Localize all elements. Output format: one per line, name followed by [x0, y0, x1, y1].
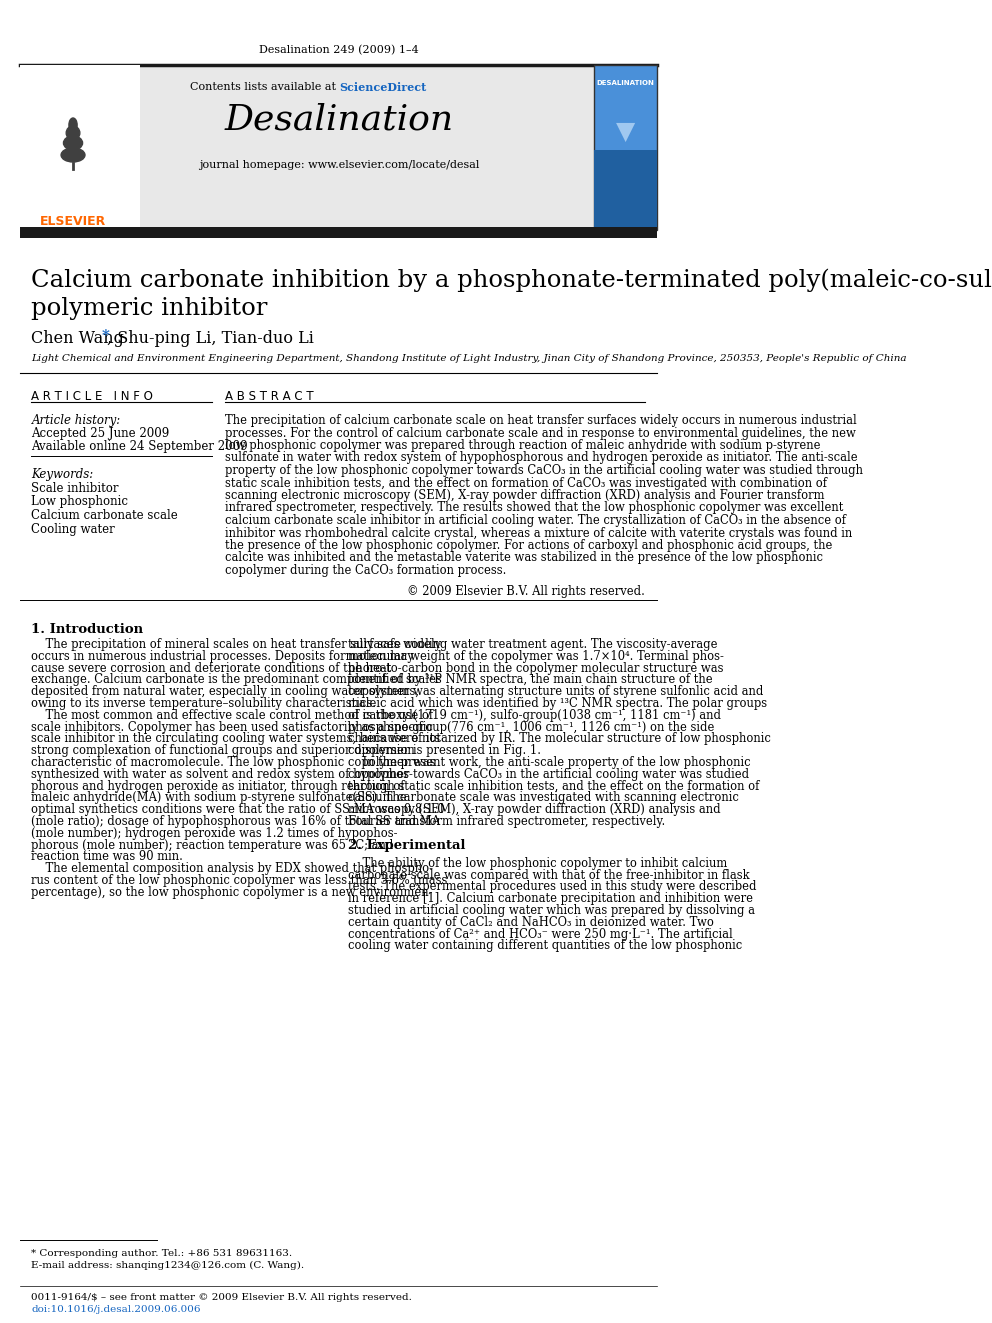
Text: , Shu-ping Li, Tian-duo Li: , Shu-ping Li, Tian-duo Li: [107, 329, 314, 347]
Text: Contents lists available at: Contents lists available at: [189, 82, 339, 93]
Text: The elemental composition analysis by EDX showed that phospho-: The elemental composition analysis by ED…: [32, 863, 434, 876]
Text: cause severe corrosion and deteriorate conditions of the heat: cause severe corrosion and deteriorate c…: [32, 662, 392, 675]
Text: Article history:: Article history:: [32, 414, 121, 427]
Text: cooling water containing different quantities of the low phosphonic: cooling water containing different quant…: [348, 939, 742, 953]
Text: of carboxyl(1719 cm⁻¹), sulfo-group(1038 cm⁻¹, 1181 cm⁻¹) and: of carboxyl(1719 cm⁻¹), sulfo-group(1038…: [348, 709, 721, 722]
Text: The precipitation of calcium carbonate scale on heat transfer surfaces widely oc: The precipitation of calcium carbonate s…: [225, 414, 857, 427]
Text: Fourier transform infrared spectrometer, respectively.: Fourier transform infrared spectrometer,…: [348, 815, 666, 828]
Text: Available online 24 September 2009: Available online 24 September 2009: [32, 441, 248, 452]
Text: phosphino-group(776 cm⁻¹, 1006 cm⁻¹, 1126 cm⁻¹) on the side: phosphino-group(776 cm⁻¹, 1006 cm⁻¹, 112…: [348, 721, 714, 733]
Text: through static scale inhibition tests, and the effect on the formation of: through static scale inhibition tests, a…: [348, 779, 760, 792]
Text: ScienceDirect: ScienceDirect: [339, 82, 427, 93]
Text: reaction time was 90 min.: reaction time was 90 min.: [32, 851, 184, 864]
Text: certain quantity of CaCl₂ and NaHCO₃ in deionized water. Two: certain quantity of CaCl₂ and NaHCO₃ in …: [348, 916, 714, 929]
Text: calcium carbonate scale inhibitor in artificial cooling water. The crystallizati: calcium carbonate scale inhibitor in art…: [225, 515, 846, 527]
Text: deposited from natural water, especially in cooling water systems,: deposited from natural water, especially…: [32, 685, 420, 699]
Ellipse shape: [63, 136, 82, 149]
Text: synthesized with water as solvent and redox system of hypophos-: synthesized with water as solvent and re…: [32, 767, 414, 781]
Text: maleic anhydride(MA) with sodium p-styrene sulfonate(SS). The: maleic anhydride(MA) with sodium p-styre…: [32, 791, 407, 804]
Text: The precipitation of mineral scales on heat transfer surfaces widely: The precipitation of mineral scales on h…: [32, 638, 441, 651]
Text: low phosphonic copolymer was prepared through reaction of maleic anhydride with : low phosphonic copolymer was prepared th…: [225, 439, 820, 452]
Text: Calcium carbonate inhibition by a phosphonate-terminated poly(maleic-co-sulfonat: Calcium carbonate inhibition by a phosph…: [32, 269, 992, 320]
Text: optimal synthetics conditions were that the ratio of SS:MA was 0.8:1.0: optimal synthetics conditions were that …: [32, 803, 445, 816]
Text: carbonate scale was compared with that of the free-inhibitor in flask: carbonate scale was compared with that o…: [348, 869, 750, 881]
Text: DESALINATION: DESALINATION: [596, 79, 654, 86]
Text: Keywords:: Keywords:: [32, 468, 93, 482]
Text: Chen Wang: Chen Wang: [32, 329, 124, 347]
Text: property of the low phosphonic copolymer towards CaCO₃ in the artificial cooling: property of the low phosphonic copolymer…: [225, 464, 863, 478]
Text: Calcium carbonate scale: Calcium carbonate scale: [32, 509, 179, 523]
Text: molecular weight of the copolymer was 1.7×10⁴. Terminal phos-: molecular weight of the copolymer was 1.…: [348, 650, 724, 663]
Text: © 2009 Elsevier B.V. All rights reserved.: © 2009 Elsevier B.V. All rights reserved…: [407, 585, 645, 598]
Text: copolymer towards CaCO₃ in the artificial cooling water was studied: copolymer towards CaCO₃ in the artificia…: [348, 767, 749, 781]
Text: owing to its inverse temperature–solubility characteristics.: owing to its inverse temperature–solubil…: [32, 697, 376, 710]
Text: journal homepage: www.elsevier.com/locate/desal: journal homepage: www.elsevier.com/locat…: [199, 160, 479, 169]
Text: inhibitor was rhombohedral calcite crystal, whereas a mixture of calcite with va: inhibitor was rhombohedral calcite cryst…: [225, 527, 852, 540]
FancyBboxPatch shape: [21, 65, 140, 230]
Text: E-mail address: shanqing1234@126.com (C. Wang).: E-mail address: shanqing1234@126.com (C.…: [32, 1261, 305, 1270]
Text: static scale inhibition tests, and the effect on formation of CaCO₃ was investig: static scale inhibition tests, and the e…: [225, 476, 827, 490]
Text: copolymer during the CaCO₃ formation process.: copolymer during the CaCO₃ formation pro…: [225, 564, 507, 577]
Text: scale inhibitor in the circulating cooling water systems, because of its: scale inhibitor in the circulating cooli…: [32, 733, 440, 745]
Text: exchange. Calcium carbonate is the predominant component of scales: exchange. Calcium carbonate is the predo…: [32, 673, 442, 687]
Ellipse shape: [62, 148, 85, 161]
Ellipse shape: [68, 118, 77, 132]
Text: concentrations of Ca²⁺ and HCO₃⁻ were 250 mg·L⁻¹. The artificial: concentrations of Ca²⁺ and HCO₃⁻ were 25…: [348, 927, 733, 941]
Text: 0011-9164/$ – see front matter © 2009 Elsevier B.V. All rights reserved.: 0011-9164/$ – see front matter © 2009 El…: [32, 1293, 413, 1302]
Text: Desalination: Desalination: [224, 103, 453, 138]
Text: characteristic of macromolecule. The low phosphonic copolymer was: characteristic of macromolecule. The low…: [32, 755, 435, 769]
Text: 1. Introduction: 1. Introduction: [32, 623, 144, 636]
Text: *: *: [102, 329, 109, 343]
Text: microscopy (SEM), X-ray powder diffraction (XRD) analysis and: microscopy (SEM), X-ray powder diffracti…: [348, 803, 721, 816]
Text: Accepted 25 June 2009: Accepted 25 June 2009: [32, 427, 170, 441]
Text: (mole number); hydrogen peroxide was 1.2 times of hypophos-: (mole number); hydrogen peroxide was 1.2…: [32, 827, 398, 840]
Text: phorous and hydrogen peroxide as initiator, through reaction of: phorous and hydrogen peroxide as initiat…: [32, 779, 405, 792]
Ellipse shape: [66, 126, 79, 140]
Text: maleic acid which was identified by ¹³C NMR spectra. The polar groups: maleic acid which was identified by ¹³C …: [348, 697, 767, 710]
Text: A R T I C L E   I N F O: A R T I C L E I N F O: [32, 390, 154, 404]
Text: The most common and effective scale control method is the use of: The most common and effective scale cont…: [32, 709, 434, 722]
Text: Scale inhibitor: Scale inhibitor: [32, 482, 119, 495]
Text: ▼: ▼: [615, 120, 635, 144]
Text: (mole ratio); dosage of hypophosphorous was 16% of total SS and MA: (mole ratio); dosage of hypophosphorous …: [32, 815, 440, 828]
Text: processes. For the control of calcium carbonate scale and in response to environ: processes. For the control of calcium ca…: [225, 426, 856, 439]
Text: infrared spectrometer, respectively. The results showed that the low phosphonic : infrared spectrometer, respectively. The…: [225, 501, 843, 515]
Text: Desalination 249 (2009) 1–4: Desalination 249 (2009) 1–4: [259, 45, 419, 56]
Text: the presence of the low phosphonic copolymer. For actions of carboxyl and phosph: the presence of the low phosphonic copol…: [225, 538, 832, 552]
Text: tests. The experimental procedures used in this study were described: tests. The experimental procedures used …: [348, 880, 757, 893]
Text: * Corresponding author. Tel.: +86 531 89631163.: * Corresponding author. Tel.: +86 531 89…: [32, 1249, 293, 1258]
Text: scale inhibitors. Copolymer has been used satisfactorily as a specific: scale inhibitors. Copolymer has been use…: [32, 721, 434, 733]
Text: phoro-to-carbon bond in the copolymer molecular structure was: phoro-to-carbon bond in the copolymer mo…: [348, 662, 723, 675]
Text: phorous (mole number); reaction temperature was 65 °C; and: phorous (mole number); reaction temperat…: [32, 839, 394, 852]
Text: in reference [1]. Calcium carbonate precipitation and inhibition were: in reference [1]. Calcium carbonate prec…: [348, 892, 753, 905]
Text: tally safe cooling water treatment agent. The viscosity-average: tally safe cooling water treatment agent…: [348, 638, 717, 651]
Text: rus content of the low phosphonic copolymer was less than 3.6% (mass: rus content of the low phosphonic copoly…: [32, 875, 447, 886]
Text: scanning electronic microscopy (SEM), X-ray powder diffraction (XRD) analysis an: scanning electronic microscopy (SEM), X-…: [225, 490, 824, 501]
FancyBboxPatch shape: [594, 65, 657, 230]
Text: doi:10.1016/j.desal.2009.06.006: doi:10.1016/j.desal.2009.06.006: [32, 1304, 201, 1314]
Text: strong complexation of functional groups and superior dispersion: strong complexation of functional groups…: [32, 745, 415, 757]
Text: In the present work, the anti-scale property of the low phosphonic: In the present work, the anti-scale prop…: [348, 755, 751, 769]
Text: ELSEVIER: ELSEVIER: [40, 216, 106, 228]
Text: The ability of the low phosphonic copolymer to inhibit calcium: The ability of the low phosphonic copoly…: [348, 857, 727, 869]
Text: 2. Experimental: 2. Experimental: [348, 839, 465, 852]
Text: occurs in numerous industrial processes. Deposits formation may: occurs in numerous industrial processes.…: [32, 650, 415, 663]
Text: calcium carbonate scale was investigated with scanning electronic: calcium carbonate scale was investigated…: [348, 791, 739, 804]
Text: identified by ³¹P NMR spectra, the main chain structure of the: identified by ³¹P NMR spectra, the main …: [348, 673, 712, 687]
FancyBboxPatch shape: [21, 228, 657, 238]
Text: studied in artificial cooling water which was prepared by dissolving a: studied in artificial cooling water whic…: [348, 904, 755, 917]
Text: copolymer is presented in Fig. 1.: copolymer is presented in Fig. 1.: [348, 745, 541, 757]
FancyBboxPatch shape: [21, 65, 594, 230]
Text: A B S T R A C T: A B S T R A C T: [225, 390, 313, 404]
FancyBboxPatch shape: [594, 149, 657, 230]
Text: chains were notarized by IR. The molecular structure of low phosphonic: chains were notarized by IR. The molecul…: [348, 733, 771, 745]
Text: Cooling water: Cooling water: [32, 523, 115, 536]
Text: percentage), so the low phosphonic copolymer is a new environmen-: percentage), so the low phosphonic copol…: [32, 886, 433, 898]
Text: calcite was inhibited and the metastable vaterite was stabilized in the presence: calcite was inhibited and the metastable…: [225, 552, 823, 565]
Text: Low phosphonic: Low phosphonic: [32, 496, 128, 508]
Text: sulfonate in water with redox system of hypophosphorous and hydrogen peroxide as: sulfonate in water with redox system of …: [225, 451, 858, 464]
Text: Light Chemical and Environment Engineering Department, Shandong Institute of Lig: Light Chemical and Environment Engineeri…: [32, 355, 907, 363]
Text: copolymer was alternating structure units of styrene sulfonlic acid and: copolymer was alternating structure unit…: [348, 685, 764, 699]
